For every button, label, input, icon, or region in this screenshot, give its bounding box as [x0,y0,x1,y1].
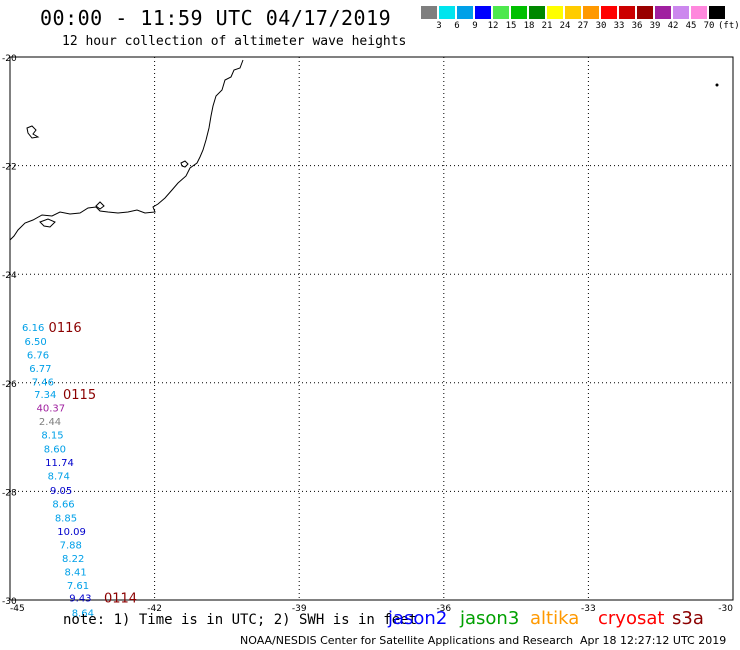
wave-height-value: 8.15 [41,431,63,442]
wave-height-value: 6.76 [27,350,49,361]
legend-swatch [691,6,707,19]
legend-label: 9 [472,21,478,31]
legend-label: 3 [436,21,442,31]
satellite-name: altika [530,608,580,629]
wave-height-value: 2.44 [39,417,61,428]
legend-label: 15 [505,21,517,31]
legend-swatch [421,6,437,19]
island-dot [715,83,719,87]
wave-height-value: 7.46 [32,378,54,389]
legend-label: 6 [454,21,460,31]
wave-height-value: 40.37 [37,404,66,415]
legend-swatch [565,6,581,19]
legend-label: 30 [595,21,607,31]
longitude-label: -30 [718,604,733,614]
wave-height-value: 6.77 [29,364,51,375]
legend-label: 12 [487,21,499,31]
time-labels: 0116 0115 0114 [49,321,138,606]
latitude-labels: -20 -22 -24 -26 -28 -30 [2,54,17,607]
wave-height-value: 10.09 [57,527,86,538]
wave-height-value: 8.22 [62,554,84,565]
footnote: note: 1) Time is in UTC; 2) SWH is in fe… [63,612,418,628]
satellite-name: jason2 [388,608,448,629]
legend-swatch [457,6,473,19]
coastline [9,59,719,241]
latitude-label: -30 [2,597,17,607]
grid-lines [10,57,733,600]
legend-label: 42 [667,21,679,31]
bay-path-2 [95,201,105,210]
longitude-label: -36 [436,604,451,614]
legend-label: 24 [559,21,571,31]
wave-height-value: 6.50 [24,337,46,348]
map-frame [9,56,734,601]
legend-label: 18 [523,21,535,31]
legend-label: 45 [685,21,697,31]
legend-label: 33 [613,21,625,31]
latitude-label: -24 [2,271,17,281]
legend-swatch [583,6,599,19]
legend-swatch [619,6,635,19]
longitude-label: -33 [581,604,596,614]
pass-time-label: 0115 [63,388,96,403]
island-path [180,160,189,168]
legend-swatch [439,6,455,19]
legend-label: 36 [631,21,643,31]
wave-height-value: 11.74 [45,458,74,469]
satellite-name: s3a [672,608,704,629]
legend-label: 27 [577,21,589,31]
legend-swatch [475,6,491,19]
island-path-2 [26,125,40,139]
bay-path [39,218,56,228]
wave-height-value: 8.60 [44,444,66,455]
legend-label: 21 [541,21,553,31]
longitude-label: -42 [147,604,162,614]
legend-swatch [547,6,563,19]
legend-unit: (ft) [718,21,740,31]
observation-labels: 6.16 6.50 6.76 6.77 7.467.34 40.37 2.44 8.15 8.6… [22,323,94,619]
longitude-label: -39 [292,604,307,614]
wave-height-value: 8.41 [64,568,86,579]
wave-height-value: 7.34 [34,390,56,401]
wave-height-value: 8.74 [48,471,70,482]
legend-label: 39 [649,21,661,31]
latitude-label: -26 [2,380,17,390]
pass-time-label: 0116 [49,321,82,336]
wave-height-value: 8.64 [72,608,94,619]
wave-height-value: 7.61 [67,581,89,592]
longitude-labels: -45 -42 -39 -36 -33 -30 [10,604,733,614]
timestamp-text: Apr 18 12:27:12 UTC 2019 [580,634,727,647]
coastline-path [9,59,244,241]
wave-height-value: 8.85 [55,513,77,524]
page-subtitle: 12 hour collection of altimeter wave hei… [62,34,407,49]
latitude-label: -28 [2,488,17,498]
wave-height-value: 8.66 [52,500,74,511]
legend-swatch [655,6,671,19]
satellite-name: jason3 [460,608,520,629]
page-title: 00:00 - 11:59 UTC 04/17/2019 [40,6,392,30]
longitude-label: -45 [10,604,25,614]
wave-height-value: 7.88 [60,540,82,551]
legend-swatch [493,6,509,19]
pass-time-label: 0114 [104,592,137,607]
wave-height-value: 6.16 [22,323,44,334]
wave-height-value: 9.05 [50,486,72,497]
legend-label: 70 [703,21,715,31]
legend-swatch [601,6,617,19]
legend-swatch [529,6,545,19]
legend-swatch [673,6,689,19]
legend-swatch [637,6,653,19]
latitude-label: -20 [2,54,17,64]
latitude-label: -22 [2,163,17,173]
legend-swatch [709,6,725,19]
credit-text: NOAA/NESDIS Center for Satellite Applica… [240,634,574,647]
satellite-name: cryosat [598,608,665,629]
legend-swatch [511,6,527,19]
wave-height-value: 9.43 [69,594,91,605]
